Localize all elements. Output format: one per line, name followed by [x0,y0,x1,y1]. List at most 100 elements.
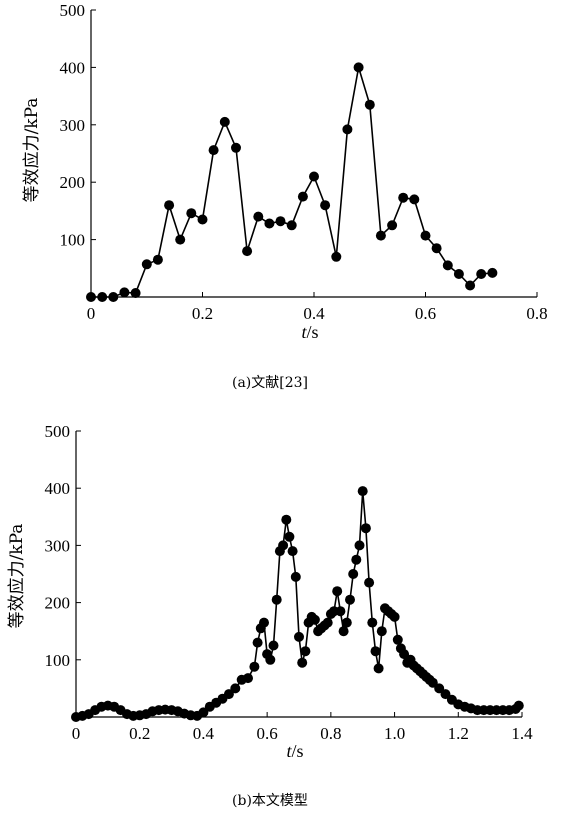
data-point [465,280,476,291]
data-point [264,218,275,229]
data-point [440,689,451,700]
x-tick-label: 0.6 [257,724,278,743]
x-axis-label: t/s [286,741,303,761]
data-point [387,220,398,231]
y-tick-label: 400 [60,58,86,77]
data-point [278,540,289,551]
data-point [230,683,241,694]
data-point [231,142,241,153]
data-point [392,634,403,645]
chart-caption: (b)本文模型 [232,793,308,809]
data-point [175,234,186,245]
data-point [351,554,362,565]
x-tick-label: 0 [87,304,96,323]
data-point [431,243,442,254]
y-tick-label: 100 [45,651,71,670]
data-point [294,631,304,642]
data-point [332,586,343,597]
data-point [97,292,108,302]
x-tick-label: 1.2 [448,724,469,743]
data-point [341,617,352,628]
data-point [367,617,378,628]
data-point [223,689,234,700]
chart-b: 0 0.2 0.4 0.6 0.8 1.0 1.2 1.4 100 200 300 400 500 等效应… [7,422,533,809]
data-point [86,292,96,302]
data-point [287,546,298,557]
y-tick-label: 500 [60,1,86,20]
x-axis-label-unit: /s [292,741,304,761]
data-point [286,220,297,231]
y-tick-label: 100 [60,231,86,250]
x-axis-label-unit: /s [307,322,319,342]
data-point [442,260,453,271]
data-point [243,673,253,684]
data-point [320,200,331,211]
data-point [309,171,319,182]
data-point [197,214,208,225]
data-point [513,700,524,711]
data-point [259,617,269,628]
x-tick-label: 0.4 [193,724,215,743]
data-point [338,626,349,637]
data-point [309,614,320,625]
data-point [322,617,333,628]
y-tick-label: 400 [45,479,71,498]
data-point [335,606,346,617]
data-point [284,531,295,542]
x-tick-label: 0.2 [192,304,213,323]
data-point [364,577,375,588]
y-tick-label: 200 [60,173,86,192]
y-tick-label: 300 [60,116,86,135]
data-point [219,116,230,127]
data-point [453,269,464,279]
data-point [399,649,410,660]
y-tick-label: 300 [45,536,71,555]
data-point [398,192,409,203]
data-point [348,569,359,579]
data-point [290,571,301,582]
data-point [357,486,368,497]
data-point [375,230,386,241]
data-point [119,287,130,298]
data-point [164,200,175,211]
data-point [297,657,308,668]
x-tick-label: 0.4 [303,304,325,323]
x-axis-label-symbol: t [301,322,307,342]
data-point [370,646,381,657]
data-point [108,292,119,302]
data-point [242,246,253,257]
chart-a: 0 0.2 0.4 0.6 0.8 100 200 300 400 500 等效应力/kPa t/s (… [22,1,548,391]
data-point [281,514,292,525]
data-point [360,523,371,534]
x-tick-label: 0.6 [415,304,436,323]
x-tick-label: 0.8 [320,724,341,743]
data-point [353,62,364,73]
data-point [331,251,342,262]
data-point [427,677,438,688]
data-point [345,594,355,605]
data-point [249,661,260,672]
y-tick-label: 500 [45,422,71,441]
data-point [271,594,282,605]
data-point [268,640,279,651]
x-tick-label: 1.4 [511,724,533,743]
data-point [141,259,152,270]
data-point [252,637,263,648]
y-tick-label: 200 [45,594,71,613]
data-point [275,216,286,227]
data-point [198,707,209,718]
data-point [152,254,163,265]
data-point [253,211,264,222]
data-point [376,626,387,637]
data-point [409,194,420,205]
x-axis-label-symbol: t [286,741,292,761]
data-point [297,191,308,202]
data-point [354,540,365,551]
y-axis-label: 等效应力/kPa [22,98,42,203]
y-axis-label: 等效应力/kPa [7,524,27,629]
data-point [420,230,431,241]
data-point [208,145,219,156]
x-tick-label: 0 [72,724,81,743]
x-axis-label: t/s [301,322,318,342]
